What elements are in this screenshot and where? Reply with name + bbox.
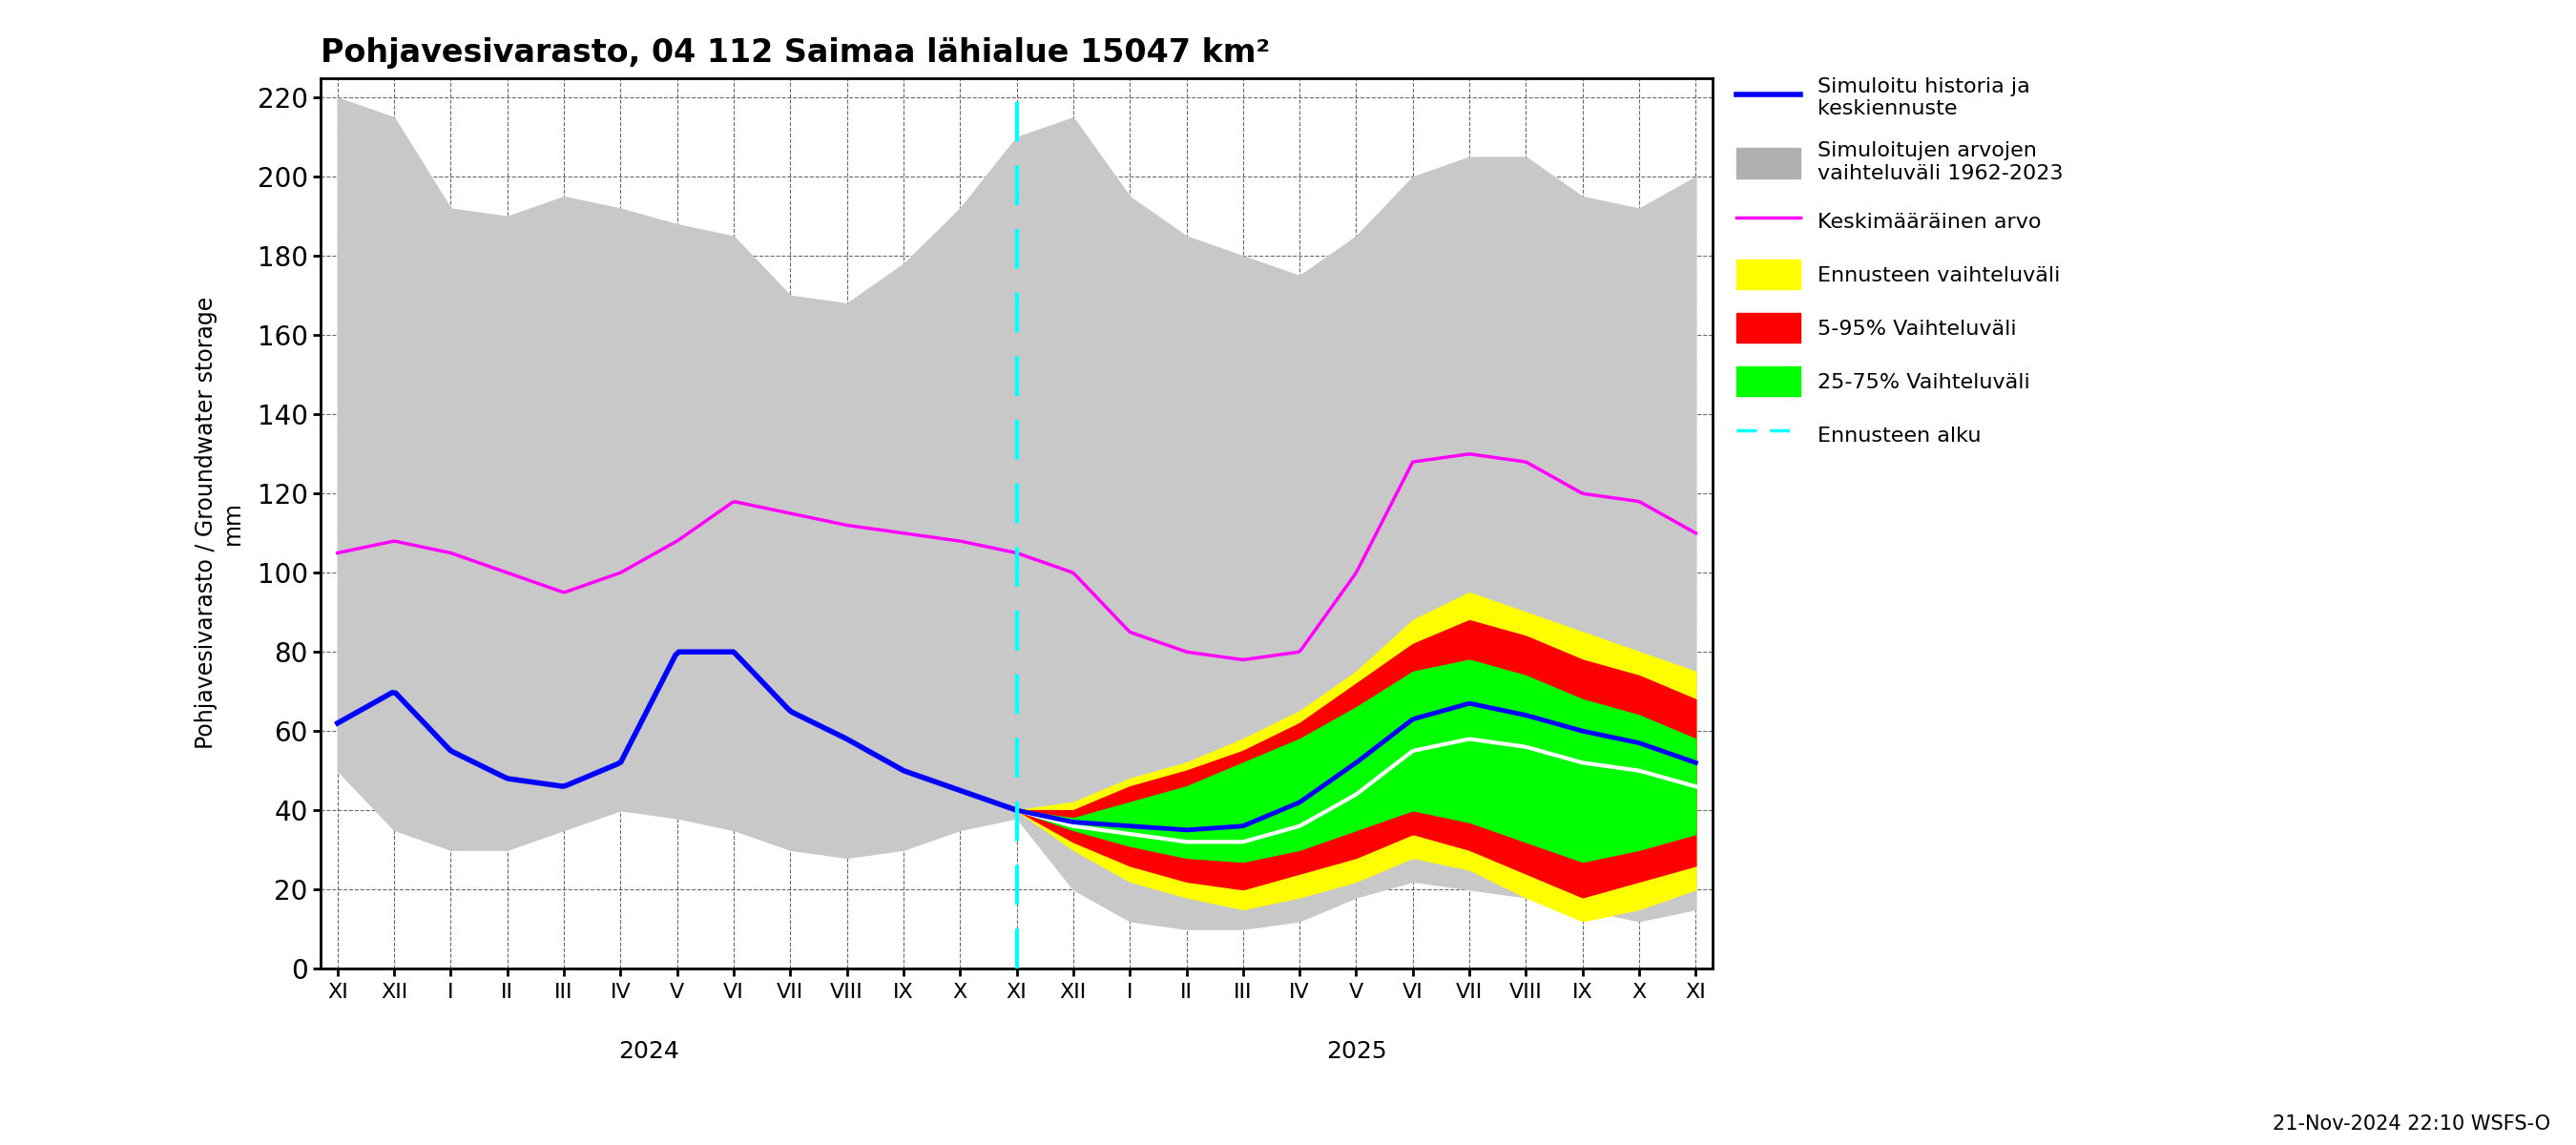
Text: 2025: 2025 (1327, 1040, 1386, 1063)
Legend: Simuloitu historia ja
keskiennuste, Simuloitujen arvojen
vaihteluväli 1962-2023,: Simuloitu historia ja keskiennuste, Simu… (1731, 71, 2069, 456)
Text: Pohjavesivarasto, 04 112 Saimaa lähialue 15047 km²: Pohjavesivarasto, 04 112 Saimaa lähialue… (319, 37, 1270, 69)
Text: 21-Nov-2024 22:10 WSFS-O: 21-Nov-2024 22:10 WSFS-O (2272, 1114, 2550, 1134)
Text: 2024: 2024 (618, 1040, 680, 1063)
Y-axis label: Pohjavesivarasto / Groundwater storage
mm: Pohjavesivarasto / Groundwater storage m… (196, 297, 245, 750)
